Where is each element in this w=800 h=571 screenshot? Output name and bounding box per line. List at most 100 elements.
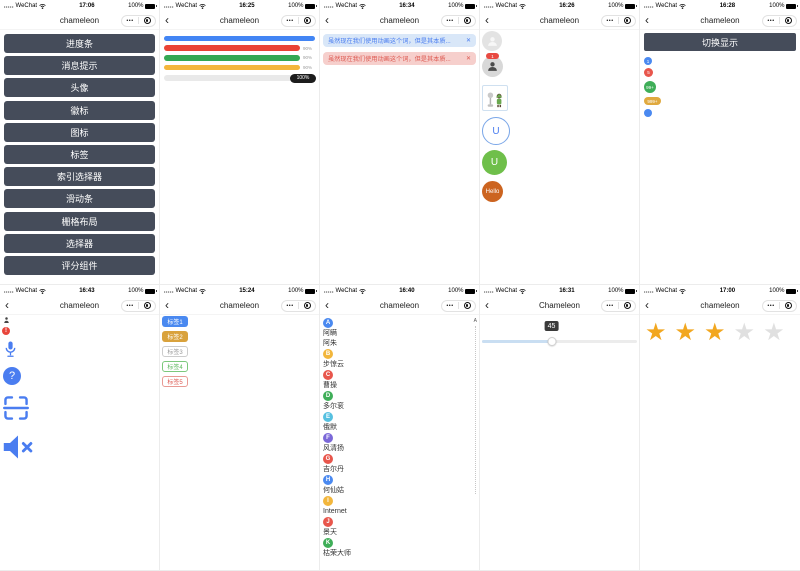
star-icon-filled[interactable]: ★	[674, 319, 697, 346]
back-button[interactable]: ‹	[645, 298, 649, 312]
menu-item-badge[interactable]: 徽标	[4, 100, 155, 120]
back-button[interactable]: ‹	[325, 298, 329, 312]
back-button[interactable]: ‹	[165, 13, 169, 27]
back-button[interactable]: ‹	[485, 13, 489, 27]
status-time: 17:00	[719, 288, 736, 294]
index-sidebar[interactable]: A	[474, 318, 477, 494]
index-letter[interactable]: C	[323, 369, 333, 380]
close-icon[interactable]: ✕	[465, 38, 471, 44]
index-letter[interactable]: G	[323, 453, 333, 464]
menu-item-slider[interactable]: 滑动条	[4, 189, 155, 209]
list-item[interactable]: 曹操	[323, 381, 337, 389]
menu-item-picker[interactable]: 选择器	[4, 233, 155, 253]
more-button[interactable]: •••	[606, 17, 614, 24]
more-button[interactable]: •••	[126, 302, 134, 309]
menu-item-icon[interactable]: 图标	[4, 122, 155, 142]
back-button[interactable]: ‹	[5, 298, 9, 312]
menu-item-avatar[interactable]: 头像	[4, 78, 155, 98]
tag-outline-gray[interactable]: 标签3	[162, 346, 188, 357]
status-bar: ••••• WeChat 16:43 100%	[0, 285, 159, 297]
progress-label: 90%	[303, 45, 313, 51]
star-icon-empty[interactable]: ★	[763, 319, 785, 346]
more-button[interactable]: •••	[286, 302, 294, 309]
list-item[interactable]: 何仙姑	[323, 486, 344, 494]
more-button[interactable]: •••	[767, 302, 775, 309]
index-letter[interactable]: A	[323, 317, 333, 328]
more-button[interactable]: •••	[767, 17, 775, 24]
wifi-icon	[678, 3, 686, 9]
component-menu: 进度条 消息提示 头像 徽标 图标 标签 索引选择器 滑动条 栅格布局 选择器 …	[0, 30, 159, 275]
battery-icon	[786, 288, 798, 294]
carrier-name: WeChat	[335, 3, 358, 9]
scan-icon[interactable]	[3, 395, 29, 421]
battery-percent: 100%	[769, 288, 785, 294]
carrier-name: WeChat	[15, 3, 38, 9]
back-button[interactable]: ‹	[645, 13, 649, 27]
back-button[interactable]: ‹	[485, 298, 489, 312]
sidebar-letter[interactable]: A	[473, 318, 477, 324]
list-item[interactable]: 阿瞒	[323, 329, 337, 337]
more-button[interactable]: •••	[286, 17, 294, 24]
star-icon-empty[interactable]: ★	[733, 319, 756, 346]
list-item[interactable]: 多尔衮	[323, 402, 344, 410]
index-letter[interactable]: K	[323, 537, 333, 548]
menu-item-grid[interactable]: 栅格布局	[4, 211, 155, 231]
index-letter[interactable]: H	[323, 474, 333, 485]
exit-button[interactable]	[619, 17, 635, 24]
list-item[interactable]: 风清扬	[323, 444, 344, 452]
list-item[interactable]: 阿朱	[323, 339, 337, 347]
exit-button[interactable]	[139, 302, 155, 309]
slider-thumb[interactable]	[547, 336, 557, 346]
tag-outline-red[interactable]: 标签5	[162, 376, 188, 387]
exit-button[interactable]	[780, 17, 796, 24]
list-item[interactable]: Internet	[323, 507, 347, 515]
list-item[interactable]: 俄默	[323, 423, 337, 431]
menu-item-index-selector[interactable]: 索引选择器	[4, 167, 155, 187]
menu-item-progress[interactable]: 进度条	[4, 34, 155, 53]
close-icon[interactable]: ✕	[465, 56, 471, 62]
list-item[interactable]: 枯荣大师	[323, 549, 351, 557]
sidebar-letters-column[interactable]	[474, 326, 476, 494]
exit-button[interactable]	[780, 302, 796, 309]
signal-dots: •••••	[644, 3, 655, 9]
exit-button[interactable]	[459, 17, 475, 24]
list-item[interactable]: 吉尔丹	[323, 465, 344, 473]
toggle-display-button[interactable]: 切换显示	[644, 33, 796, 51]
star-icon-filled[interactable]: ★	[645, 319, 667, 346]
exit-button[interactable]	[299, 17, 315, 24]
help-icon[interactable]: ?	[3, 367, 21, 385]
back-button[interactable]: ‹	[165, 298, 169, 312]
more-button[interactable]: •••	[446, 17, 454, 24]
wechat-capsule: •••	[121, 299, 156, 312]
exit-button[interactable]	[619, 302, 635, 309]
warn-icon[interactable]: !	[2, 327, 10, 335]
tag-outline-green[interactable]: 标签4	[162, 361, 188, 372]
more-button[interactable]: •••	[126, 17, 134, 24]
exit-button[interactable]	[459, 302, 475, 309]
battery-percent: 100%	[769, 3, 785, 9]
back-button[interactable]: ‹	[325, 13, 329, 27]
tag-blue[interactable]: 标签1	[162, 316, 188, 327]
speaker-mute-icon[interactable]	[2, 433, 34, 461]
index-letter[interactable]: I	[323, 495, 333, 506]
index-letter[interactable]: F	[323, 432, 333, 443]
exit-button[interactable]	[139, 17, 155, 24]
index-letter[interactable]: B	[323, 348, 333, 359]
slider-track[interactable]	[482, 336, 637, 346]
menu-item-tag[interactable]: 标签	[4, 144, 155, 164]
list-item[interactable]: 步惊云	[323, 360, 344, 368]
more-button[interactable]: •••	[606, 302, 614, 309]
exit-button[interactable]	[299, 302, 315, 309]
microphone-icon[interactable]	[4, 341, 17, 358]
more-button[interactable]: •••	[446, 302, 454, 309]
list-item[interactable]: 景天	[323, 528, 337, 536]
star-icon-filled[interactable]: ★	[704, 319, 726, 346]
index-letter[interactable]: E	[323, 411, 333, 422]
tag-orange[interactable]: 标签2	[162, 331, 188, 342]
menu-item-alert[interactable]: 消息提示	[4, 56, 155, 76]
status-bar: ••••• WeChat 16:34 100%	[320, 0, 479, 12]
index-letter[interactable]: D	[323, 390, 333, 401]
index-letter[interactable]: J	[323, 516, 333, 527]
wechat-capsule: •••	[121, 14, 156, 27]
menu-item-rate[interactable]: 评分组件	[4, 255, 155, 275]
